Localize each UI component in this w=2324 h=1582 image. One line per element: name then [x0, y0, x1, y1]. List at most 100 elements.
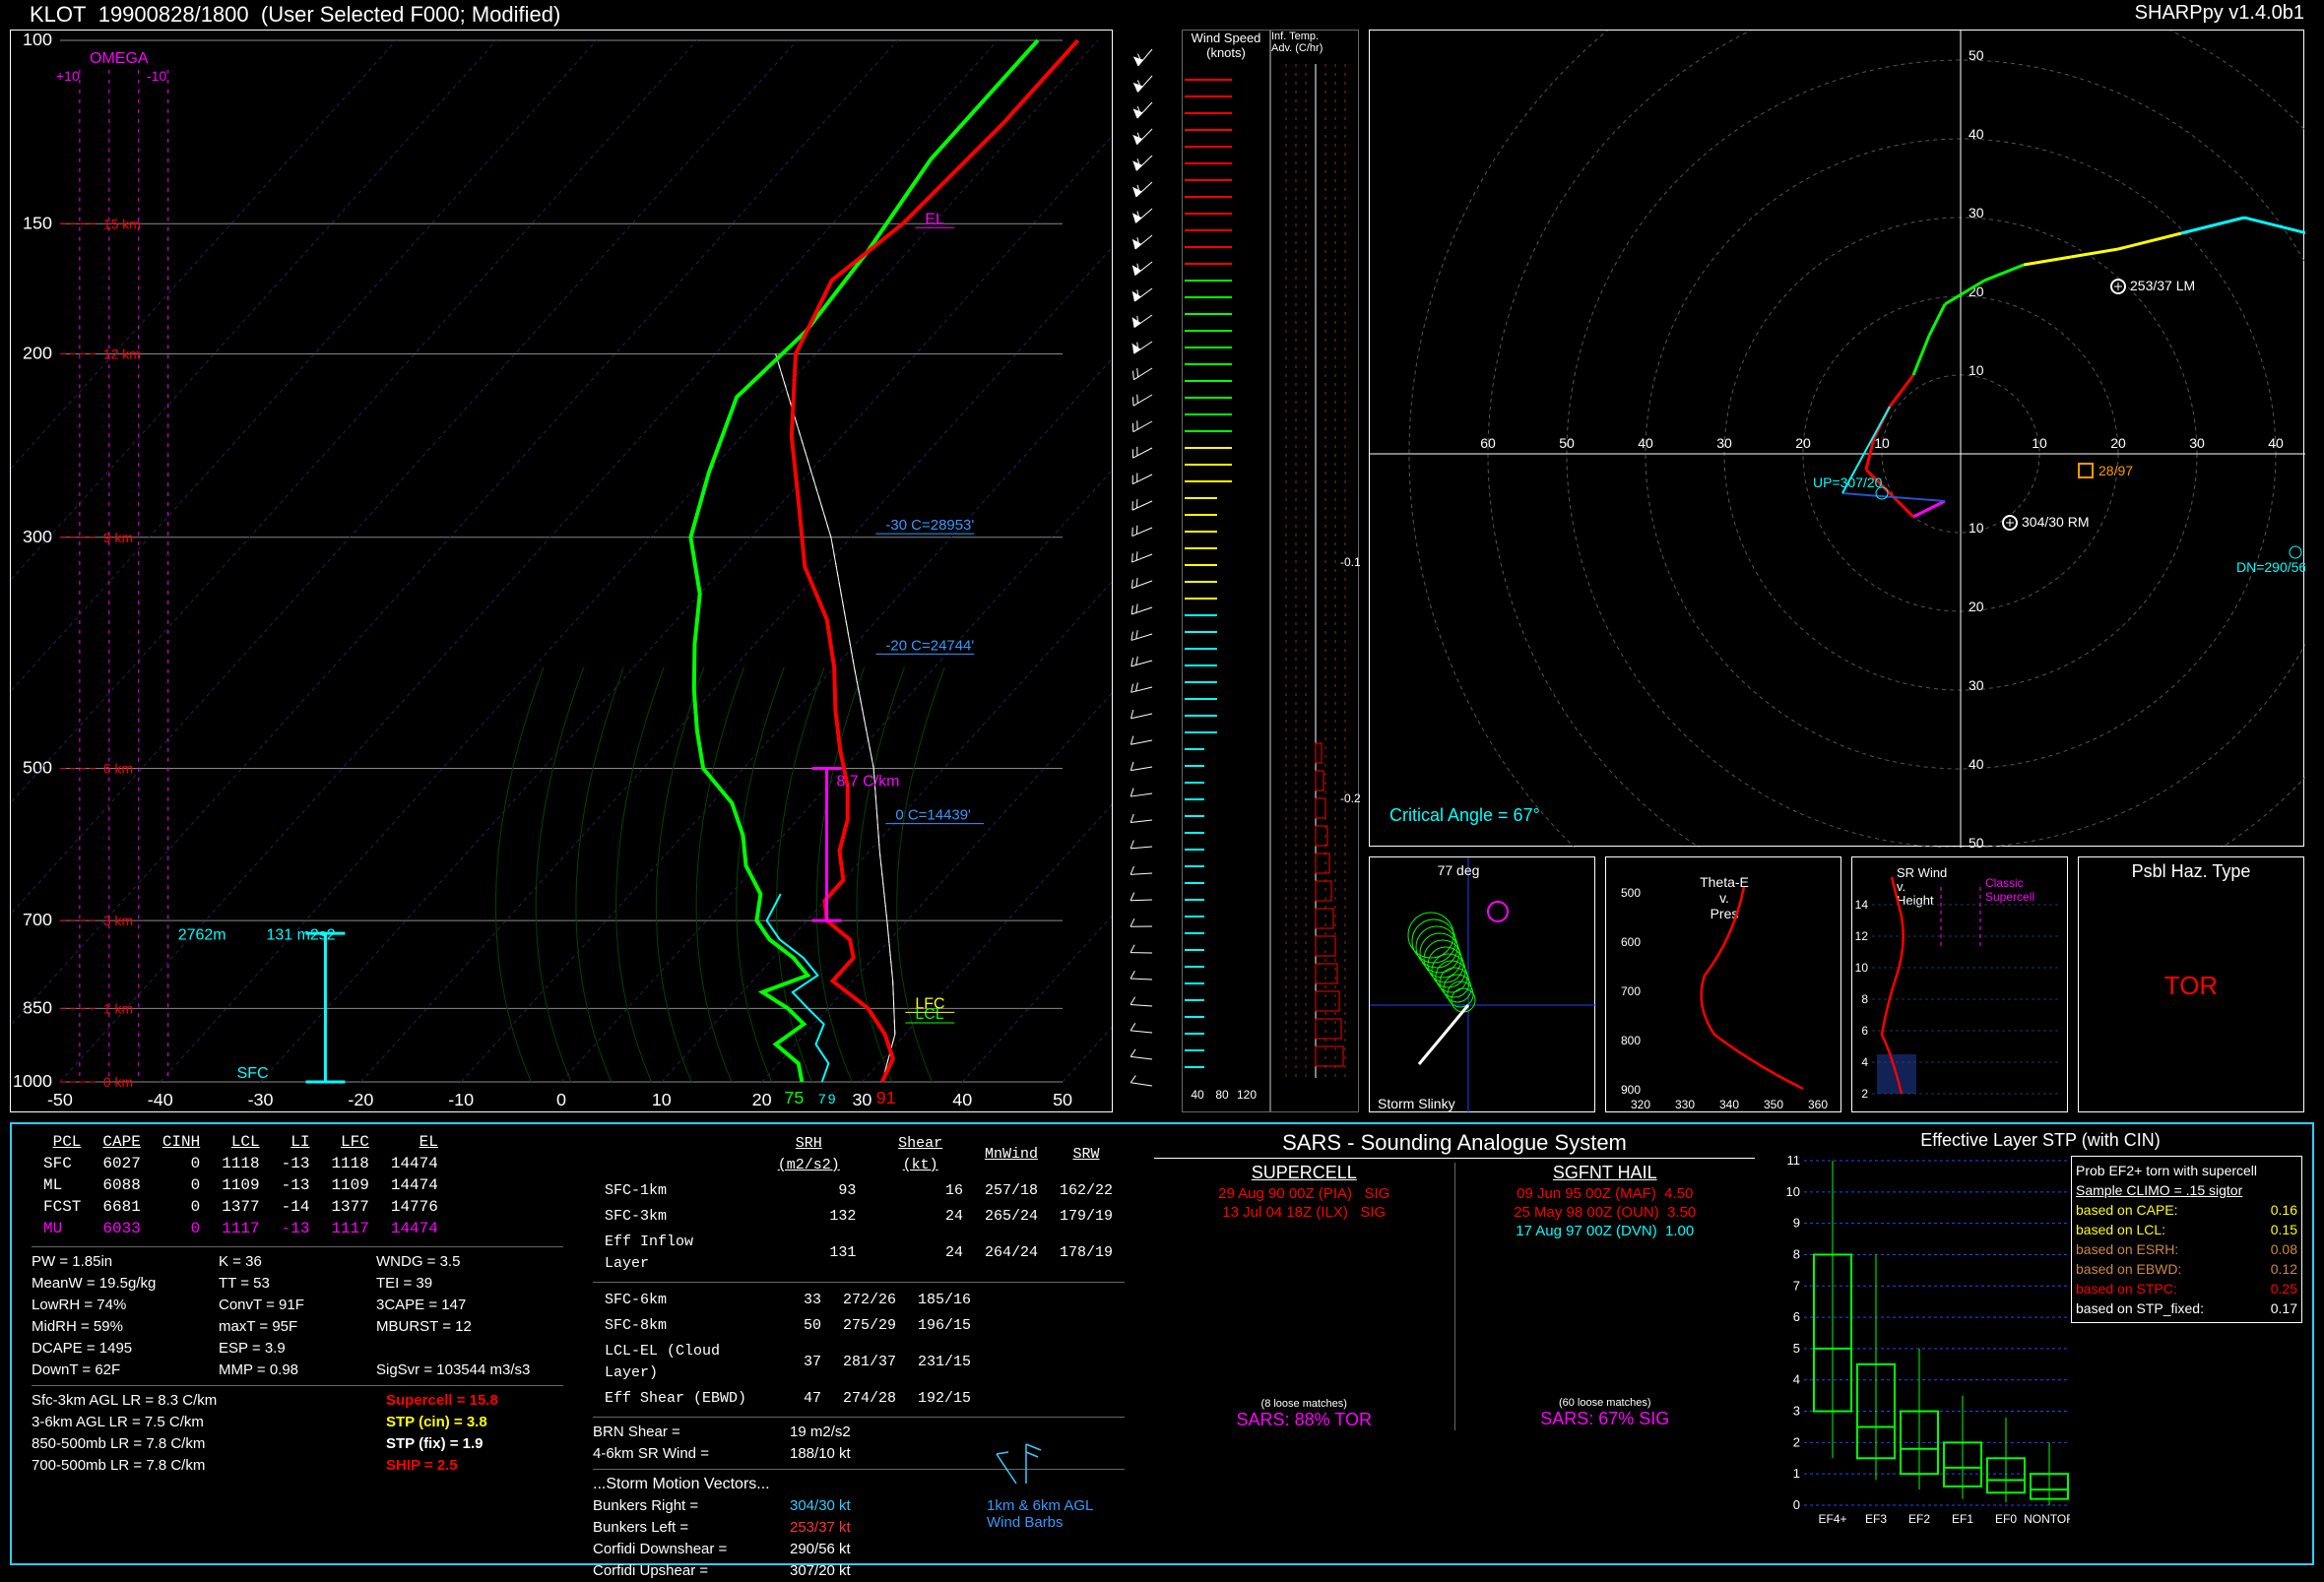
- svg-text:50: 50: [1559, 435, 1575, 451]
- svg-text:30: 30: [1969, 205, 1984, 221]
- svg-text:200: 200: [23, 343, 52, 362]
- svg-text:150: 150: [23, 213, 52, 232]
- svg-text:600: 600: [1621, 935, 1641, 949]
- svg-text:9: 9: [1793, 1216, 1800, 1231]
- svg-text:3: 3: [1793, 1404, 1800, 1419]
- svg-text:360: 360: [1808, 1098, 1828, 1111]
- svg-text:9: 9: [828, 1091, 836, 1107]
- svg-text:Height: Height: [1897, 893, 1934, 908]
- svg-text:20: 20: [752, 1090, 772, 1109]
- stp-panel: Effective Layer STP (with CIN) 012345678…: [1775, 1130, 2306, 1528]
- svg-text:131 m2s2: 131 m2s2: [267, 926, 336, 943]
- svg-text:50: 50: [1969, 835, 1984, 848]
- svg-text:350: 350: [1764, 1098, 1783, 1111]
- thermo-indices: PW = 1.85inK = 36WNDG = 3.5MeanW = 19.5g…: [32, 1242, 563, 1477]
- svg-text:28/97: 28/97: [2098, 463, 2133, 478]
- svg-text:40: 40: [952, 1090, 972, 1109]
- svg-text:10: 10: [652, 1090, 672, 1109]
- svg-text:330: 330: [1675, 1098, 1695, 1111]
- svg-text:-0.1: -0.1: [1340, 555, 1360, 569]
- svg-text:6 km: 6 km: [103, 761, 133, 777]
- svg-text:320: 320: [1631, 1098, 1650, 1111]
- svg-text:30: 30: [1969, 677, 1984, 693]
- svg-text:-10: -10: [448, 1090, 474, 1109]
- svg-text:91: 91: [876, 1088, 896, 1107]
- wind-speed-panel: Wind Speed(knots) 4080120: [1182, 30, 1270, 1112]
- svg-text:Theta-E: Theta-E: [1700, 874, 1749, 890]
- svg-text:2762m: 2762m: [178, 926, 226, 943]
- svg-text:700: 700: [23, 910, 52, 929]
- svg-text:EF4+: EF4+: [1818, 1512, 1846, 1525]
- svg-text:0 C=14439': 0 C=14439': [895, 807, 971, 824]
- svg-text:-30: -30: [248, 1090, 274, 1109]
- svg-text:EF3: EF3: [1865, 1512, 1887, 1525]
- svg-text:0 km: 0 km: [103, 1074, 133, 1090]
- svg-text:9 km: 9 km: [103, 530, 133, 545]
- svg-text:4: 4: [1861, 1055, 1868, 1069]
- svg-text:1 km: 1 km: [103, 1000, 133, 1016]
- svg-text:40: 40: [1191, 1088, 1204, 1102]
- inferred-temp-adv-panel: Inf. Temp.Adv. (C/hr) -0.1-0.2: [1270, 30, 1359, 1112]
- svg-text:60: 60: [1480, 435, 1496, 451]
- wind-speed-title: Wind Speed(knots): [1183, 31, 1269, 60]
- inf-temp-title: Inf. Temp.Adv. (C/hr): [1271, 31, 1358, 54]
- svg-text:Supercell: Supercell: [1985, 890, 2034, 904]
- svg-text:30: 30: [2189, 435, 2205, 451]
- svg-text:850: 850: [23, 997, 52, 1017]
- svg-text:-50: -50: [47, 1090, 73, 1109]
- header-title: KLOT 19900828/1800 (User Selected F000; …: [30, 2, 560, 28]
- svg-text:8.7 C/km: 8.7 C/km: [836, 774, 899, 791]
- svg-text:77 deg: 77 deg: [1438, 862, 1480, 878]
- svg-text:14: 14: [1855, 898, 1869, 912]
- svg-text:-20: -20: [348, 1090, 373, 1109]
- omega-lo: +10: [56, 68, 80, 84]
- svg-text:-20 C=24744': -20 C=24744': [885, 637, 974, 654]
- svg-text:v.: v.: [1897, 879, 1905, 894]
- svg-text:-40: -40: [148, 1090, 173, 1109]
- svg-text:100: 100: [23, 31, 52, 49]
- svg-text:900: 900: [1621, 1083, 1641, 1097]
- svg-text:5: 5: [1793, 1341, 1800, 1356]
- svg-text:8: 8: [1861, 992, 1868, 1006]
- svg-text:40: 40: [1638, 435, 1653, 451]
- svg-text:11: 11: [1787, 1153, 1801, 1168]
- svg-text:253/37 LM: 253/37 LM: [2130, 278, 2195, 293]
- skewt-plot: 1001502003005007008501000-50-40-30-20-10…: [11, 31, 1112, 1111]
- svg-text:SR Wind: SR Wind: [1897, 865, 1947, 880]
- svg-text:4: 4: [1793, 1372, 1800, 1387]
- svg-text:20: 20: [1969, 599, 1984, 614]
- svg-text:2: 2: [1861, 1087, 1868, 1101]
- svg-text:v.: v.: [1719, 890, 1729, 906]
- omega-label: OMEGA: [90, 50, 149, 68]
- svg-text:LFC: LFC: [915, 995, 944, 1012]
- svg-text:40: 40: [1969, 126, 1984, 142]
- omega-hi: -10: [147, 68, 166, 84]
- svg-text:6: 6: [1793, 1309, 1800, 1324]
- svg-text:1000: 1000: [13, 1071, 52, 1091]
- bottom-data-panel: PCLCAPECINHLCLLILFCEL SFC602701118-13111…: [10, 1122, 2314, 1565]
- svg-text:800: 800: [1621, 1034, 1641, 1047]
- svg-text:50: 50: [1053, 1090, 1072, 1109]
- svg-text:6: 6: [1861, 1024, 1868, 1038]
- sars-panel: SARS - Sounding Analogue System SUPERCEL…: [1154, 1130, 1755, 1430]
- svg-text:40: 40: [1969, 756, 1984, 772]
- srwind-panel: SR Windv.Height2468101214ClassicSupercel…: [1851, 856, 2068, 1112]
- svg-text:10: 10: [1969, 362, 1984, 378]
- wind-barb-column: [1123, 30, 1182, 1112]
- svg-text:7: 7: [1793, 1278, 1800, 1293]
- critical-angle-label: Critical Angle = 67°: [1389, 805, 1540, 826]
- hodograph-panel[interactable]: 1010101020202020303030304040404050505050…: [1369, 30, 2304, 847]
- svg-text:NONTOR: NONTOR: [2024, 1512, 2070, 1525]
- skewt-panel[interactable]: 1001502003005007008501000-50-40-30-20-10…: [10, 30, 1113, 1112]
- svg-text:Classic: Classic: [1985, 876, 2024, 890]
- svg-text:10: 10: [2032, 435, 2047, 451]
- svg-text:EF1: EF1: [1952, 1512, 1973, 1525]
- svg-text:8: 8: [1793, 1246, 1800, 1261]
- stp-title: Effective Layer STP (with CIN): [1775, 1130, 2306, 1151]
- svg-text:SFC: SFC: [237, 1065, 269, 1082]
- sars-supercell-col: SUPERCELL 29 Aug 90 00Z (PIA) SIG13 Jul …: [1154, 1163, 1454, 1430]
- svg-text:10: 10: [1786, 1184, 1800, 1199]
- svg-text:75: 75: [784, 1088, 804, 1107]
- svg-text:-30 C=28953': -30 C=28953': [885, 517, 974, 534]
- svg-text:304/30 RM: 304/30 RM: [2022, 514, 2089, 530]
